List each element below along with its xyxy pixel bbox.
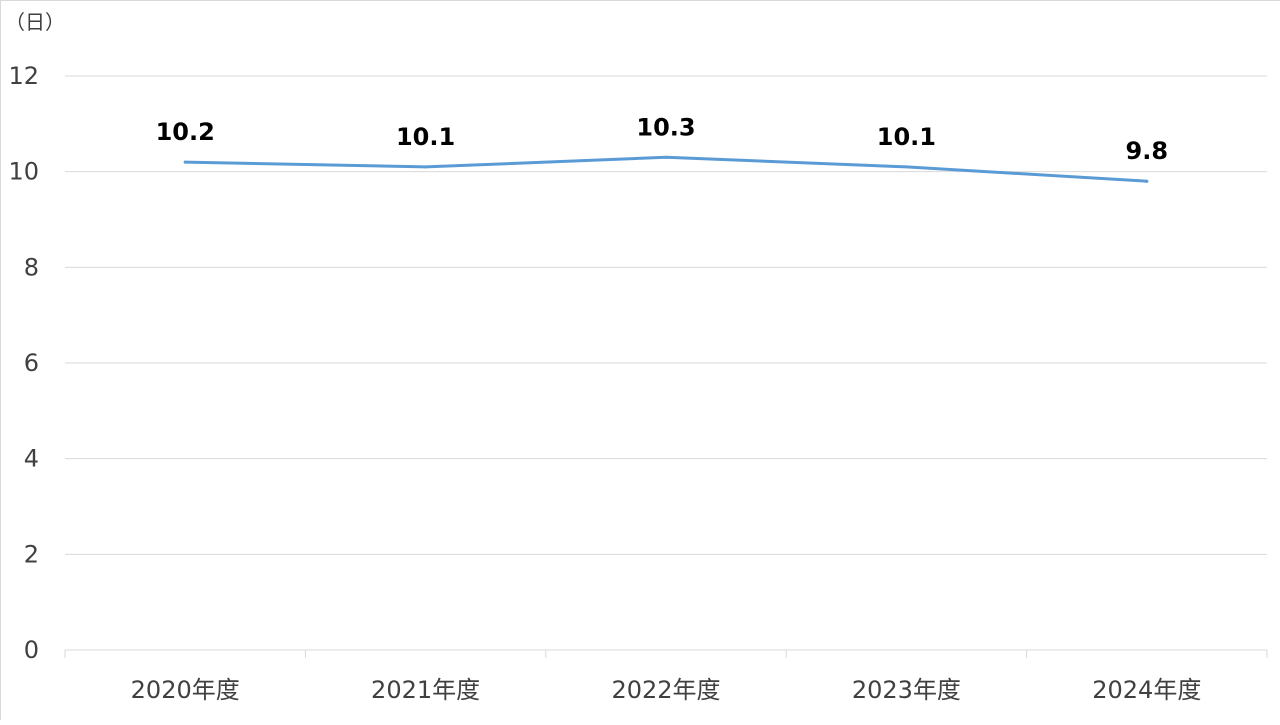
x-axis-ticks: 2020年度 2021年度 2022年度 2023年度 2024年度 — [131, 676, 1202, 704]
series-layer — [183, 155, 1149, 183]
grid-lines — [65, 75, 1267, 555]
y-tick-label-8: 8 — [24, 253, 39, 281]
x-tick-label-1: 2021年度 — [371, 676, 480, 704]
y-axis-unit-label: （日） — [5, 10, 65, 34]
data-labels: 10.2 10.1 10.3 10.1 9.8 — [156, 113, 1168, 165]
data-label-3: 10.1 — [877, 123, 936, 151]
data-point-1 — [424, 165, 428, 169]
data-label-0: 10.2 — [156, 118, 215, 146]
data-label-1: 10.1 — [396, 123, 455, 151]
data-label-2: 10.3 — [636, 113, 695, 141]
y-tick-label-10: 10 — [8, 158, 39, 186]
series-line-0 — [183, 155, 1149, 183]
x-tick-label-0: 2020年度 — [131, 676, 240, 704]
x-tick-label-2: 2022年度 — [611, 676, 720, 704]
data-point-0 — [183, 160, 187, 164]
data-point-4 — [1145, 179, 1149, 183]
x-tick-label-4: 2024年度 — [1092, 676, 1201, 704]
data-point-2 — [664, 155, 668, 159]
y-tick-label-2: 2 — [24, 540, 39, 568]
data-point-3 — [904, 165, 908, 169]
y-tick-label-12: 12 — [8, 62, 39, 90]
y-tick-label-0: 0 — [24, 636, 39, 664]
y-axis-ticks: 0 2 4 6 8 10 12 — [8, 62, 39, 664]
x-tick-label-3: 2023年度 — [852, 676, 961, 704]
y-tick-label-6: 6 — [24, 349, 39, 377]
y-tick-label-4: 4 — [24, 445, 39, 473]
x-axis — [64, 649, 1268, 658]
data-label-4: 9.8 — [1126, 137, 1169, 165]
